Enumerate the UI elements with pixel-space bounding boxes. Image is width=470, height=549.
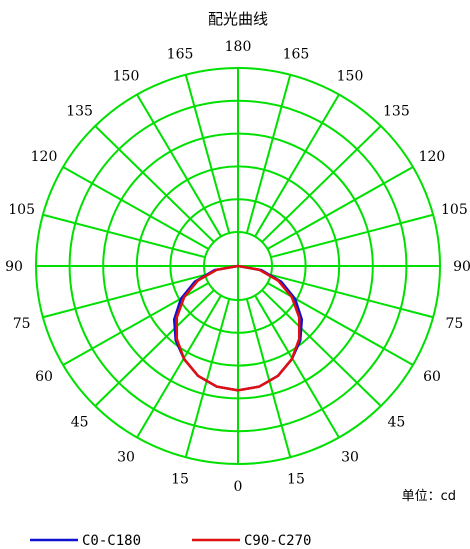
- angle-tick-label: 45: [71, 415, 89, 431]
- unit-label: 单位：cd: [402, 489, 456, 504]
- grid-spoke: [94, 125, 215, 243]
- grid-spoke: [254, 94, 340, 238]
- angle-tick-label: 120: [419, 149, 446, 165]
- angle-tick-label: 150: [337, 68, 364, 84]
- grid-spoke: [136, 294, 222, 438]
- angle-tick-label: 150: [113, 68, 140, 84]
- curve-c90-c270: [175, 264, 301, 392]
- angle-tick-label: 60: [423, 369, 441, 385]
- grid-spoke: [254, 294, 340, 438]
- angle-tick-label: 0: [234, 479, 243, 495]
- grid-spoke: [62, 166, 210, 250]
- angle-tick-label: 60: [35, 369, 53, 385]
- grid-spoke: [42, 213, 206, 259]
- legend-label-c90-c270: C90-C270: [244, 533, 311, 549]
- grid-spoke: [261, 125, 382, 243]
- grid-spoke: [245, 298, 292, 458]
- angle-tick-label: 15: [171, 472, 189, 488]
- grid-spoke: [184, 74, 231, 234]
- grid-spoke: [245, 74, 292, 234]
- intensity-curves: [172, 264, 304, 392]
- angle-tick-label: 105: [8, 202, 35, 218]
- angle-tick-label: 75: [13, 316, 31, 332]
- angle-tick-label: 15: [287, 472, 305, 488]
- angle-tick-label: 135: [383, 103, 410, 119]
- angle-tick-label: 75: [445, 316, 463, 332]
- angle-tick-label: 30: [341, 450, 359, 466]
- grid-spoke: [270, 273, 434, 319]
- legend: C0-C180 C90-C270: [30, 533, 311, 549]
- angle-tick-label: 45: [387, 415, 405, 431]
- grid-spoke: [184, 298, 231, 458]
- grid-spoke: [266, 166, 414, 250]
- grid-spoke: [261, 289, 382, 407]
- angle-tick-label: 105: [441, 202, 468, 218]
- angle-tick-label: 180: [225, 39, 252, 55]
- grid-spoke: [94, 289, 215, 407]
- grid-spoke: [270, 213, 434, 259]
- grid-spoke: [42, 273, 206, 319]
- angle-tick-label: 120: [31, 149, 58, 165]
- grid-spoke: [136, 94, 222, 238]
- legend-label-c0-c180: C0-C180: [82, 533, 141, 549]
- chart-title: 配光曲线: [208, 10, 268, 28]
- angle-tick-label: 135: [66, 103, 93, 119]
- angle-tick-label: 90: [5, 259, 23, 275]
- angle-tick-label: 165: [167, 46, 194, 62]
- angle-tick-label: 30: [117, 450, 135, 466]
- polar-grid: [35, 67, 441, 465]
- angle-tick-label: 90: [453, 259, 470, 275]
- angle-tick-label: 165: [283, 46, 310, 62]
